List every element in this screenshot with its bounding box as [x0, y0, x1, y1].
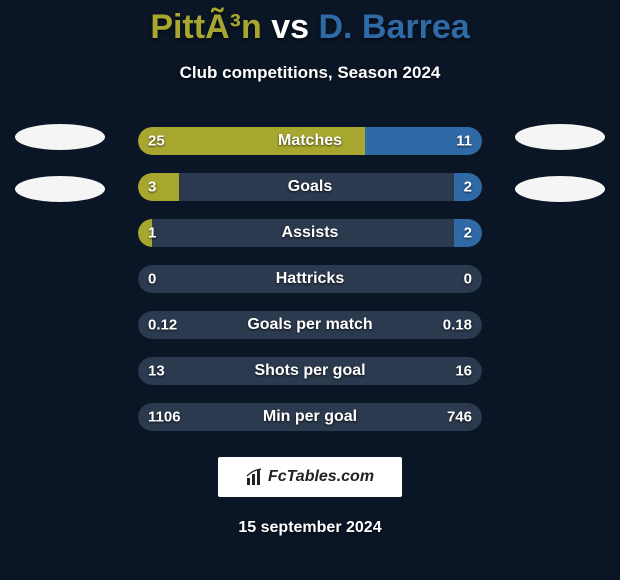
- comparison-title: PittÃ³n vs D. Barrea: [150, 8, 469, 47]
- player-oval: [15, 124, 105, 150]
- date-text: 15 september 2024: [238, 519, 381, 537]
- stat-row: 00Hattricks: [138, 265, 482, 293]
- stat-row: 32Goals: [138, 173, 482, 201]
- stat-row: 0.120.18Goals per match: [138, 311, 482, 339]
- stat-row: 1106746Min per goal: [138, 403, 482, 431]
- stat-row: 2511Matches: [138, 127, 482, 155]
- stat-row: 12Assists: [138, 219, 482, 247]
- row-label: Assists: [138, 224, 482, 242]
- chart-bars-icon: [246, 468, 264, 486]
- subtitle: Club competitions, Season 2024: [180, 63, 441, 83]
- player-oval: [515, 176, 605, 202]
- row-label: Matches: [138, 132, 482, 150]
- brand-box[interactable]: FcTables.com: [218, 457, 402, 497]
- row-label: Goals per match: [138, 316, 482, 334]
- stat-row: 1316Shots per goal: [138, 357, 482, 385]
- stat-rows: 2511Matches 32Goals 12Assists 00Hattricks 0.…: [0, 127, 620, 431]
- player-oval: [515, 124, 605, 150]
- row-label: Min per goal: [138, 408, 482, 426]
- row-label: Goals: [138, 178, 482, 196]
- player-oval: [15, 176, 105, 202]
- row-label: Hattricks: [138, 270, 482, 288]
- row-label: Shots per goal: [138, 362, 482, 380]
- brand-text: FcTables.com: [268, 468, 374, 486]
